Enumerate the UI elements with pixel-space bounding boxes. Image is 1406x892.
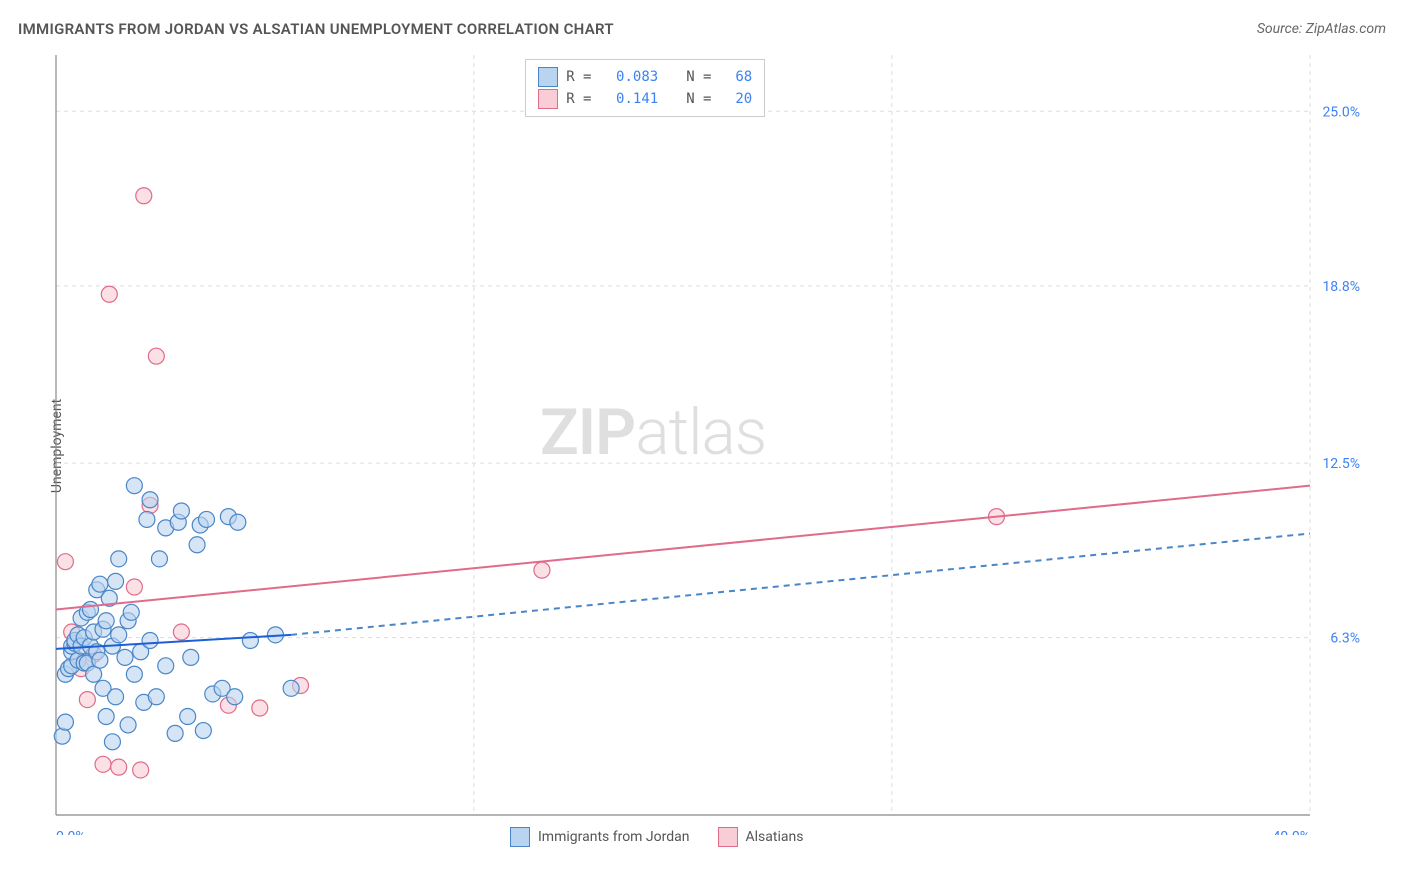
n-label: N = [686, 91, 714, 107]
data-point-b [111, 759, 127, 775]
r-label: R = [566, 91, 594, 107]
data-point-a [195, 723, 211, 739]
y-tick-label: 25.0% [1322, 104, 1360, 120]
chart-title: IMMIGRANTS FROM JORDAN VS ALSATIAN UNEMP… [18, 20, 614, 38]
data-point-b [173, 624, 189, 640]
data-point-a [180, 708, 196, 724]
legend-label-a: Immigrants from Jordan [538, 829, 690, 845]
data-point-a [117, 649, 133, 665]
data-point-a [158, 658, 174, 674]
data-point-a [173, 503, 189, 519]
data-point-b [148, 348, 164, 364]
data-point-a [120, 717, 136, 733]
correlation-legend: R = 0.083 N = 68 R = 0.141 N = 20 [525, 59, 765, 117]
legend-label-b: Alsatians [746, 829, 804, 845]
regression-line-a-dashed [291, 534, 1310, 635]
data-point-a [189, 537, 205, 553]
scatter-plot: 6.3% 12.5% 18.8% 25.0% 0.0% 40.0% [50, 55, 1370, 835]
data-point-a [98, 613, 114, 629]
data-point-a [108, 689, 124, 705]
data-point-b [133, 762, 149, 778]
r-label: R = [566, 69, 594, 85]
data-point-a [198, 511, 214, 527]
data-point-b [79, 692, 95, 708]
data-point-b [252, 700, 268, 716]
data-point-a [123, 604, 139, 620]
data-point-b [136, 188, 152, 204]
legend-swatch-b [538, 89, 558, 109]
data-point-a [148, 689, 164, 705]
n-value-b: 20 [722, 91, 752, 107]
legend-item-a: Immigrants from Jordan [510, 827, 690, 847]
data-point-a [126, 666, 142, 682]
data-point-a [82, 602, 98, 618]
data-point-a [126, 478, 142, 494]
data-point-b [57, 554, 73, 570]
legend-swatch-a [510, 827, 530, 847]
data-point-a [92, 652, 108, 668]
y-tick-label: 18.8% [1322, 279, 1360, 295]
data-point-b [534, 562, 550, 578]
data-point-b [126, 579, 142, 595]
data-point-a [54, 728, 70, 744]
r-value-b: 0.141 [602, 91, 658, 107]
data-point-a [57, 714, 73, 730]
data-point-a [151, 551, 167, 567]
legend-row-a: R = 0.083 N = 68 [538, 66, 752, 88]
data-point-a [98, 708, 114, 724]
data-point-a [142, 492, 158, 508]
legend-row-b: R = 0.141 N = 20 [538, 88, 752, 110]
data-point-a [230, 514, 246, 530]
data-point-a [92, 576, 108, 592]
data-point-a [283, 680, 299, 696]
data-point-a [183, 649, 199, 665]
source-name: ZipAtlas.com [1306, 21, 1386, 37]
x-tick-label: 0.0% [56, 829, 86, 835]
r-value-a: 0.083 [602, 69, 658, 85]
data-point-b [95, 756, 111, 772]
data-point-b [101, 286, 117, 302]
y-tick-label: 6.3% [1330, 631, 1360, 647]
regression-line-b [56, 486, 1310, 610]
data-point-a [104, 734, 120, 750]
data-point-a [167, 725, 183, 741]
legend-item-b: Alsatians [718, 827, 804, 847]
source-attribution: Source: ZipAtlas.com [1257, 21, 1386, 37]
data-point-a [111, 627, 127, 643]
series-legend: Immigrants from Jordan Alsatians [510, 827, 803, 847]
chart-header: IMMIGRANTS FROM JORDAN VS ALSATIAN UNEMP… [18, 20, 1386, 38]
legend-swatch-b [718, 827, 738, 847]
y-tick-label: 12.5% [1322, 456, 1360, 472]
n-value-a: 68 [722, 69, 752, 85]
data-point-a [108, 573, 124, 589]
n-label: N = [686, 69, 714, 85]
x-tick-label: 40.0% [1272, 829, 1310, 835]
legend-swatch-a [538, 67, 558, 87]
data-point-a [111, 551, 127, 567]
data-point-a [242, 632, 258, 648]
data-point-a [139, 511, 155, 527]
data-point-a [142, 632, 158, 648]
chart-area: 6.3% 12.5% 18.8% 25.0% 0.0% 40.0% R = 0.083 N… [50, 55, 1370, 835]
data-point-a [227, 689, 243, 705]
source-label: Source: [1257, 21, 1302, 37]
